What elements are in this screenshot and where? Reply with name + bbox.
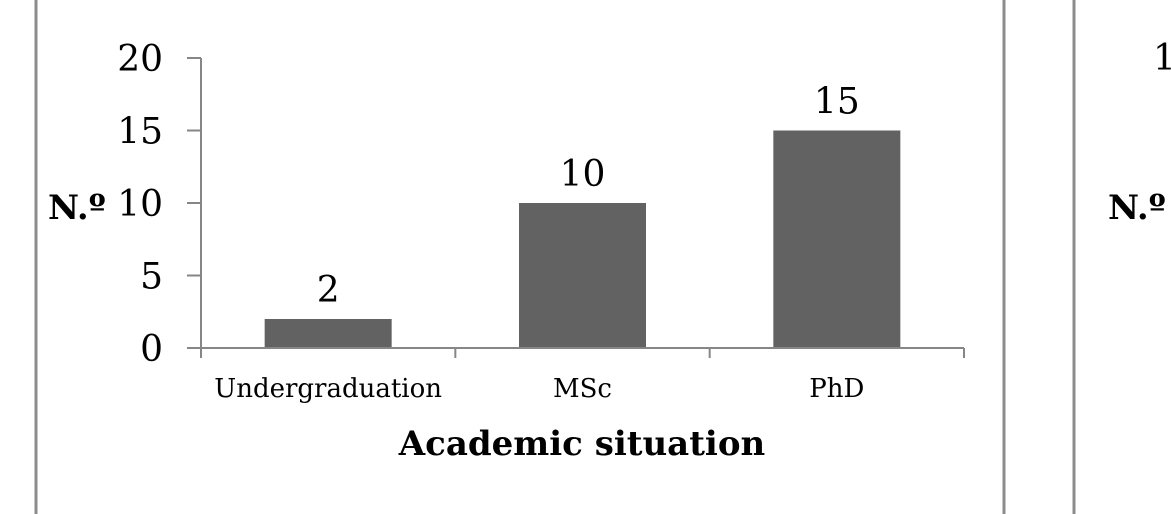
bar-phd	[773, 130, 901, 348]
data-labels: 2 10 15	[317, 82, 860, 312]
partial-chart-y-axis-title: N.º	[1108, 188, 1166, 228]
x-tick-label: MSc	[553, 374, 612, 404]
chart-axes	[187, 57, 965, 358]
partial-chart-y-tick-label: 1	[1153, 38, 1171, 79]
y-tick-label: 15	[117, 112, 163, 153]
x-axis-title: Academic situation	[398, 424, 765, 464]
y-tick-label: 0	[140, 329, 163, 370]
y-axis-title: N.º	[48, 188, 106, 228]
data-label: 15	[814, 82, 860, 123]
x-tick-label: PhD	[809, 374, 864, 404]
y-tick-label: 10	[117, 184, 163, 225]
x-tick-labels: Undergraduation MSc PhD	[214, 374, 864, 404]
bar-series	[264, 130, 901, 348]
y-tick-label: 5	[140, 257, 163, 298]
y-tick-label: 20	[117, 39, 163, 80]
x-tick-label: Undergraduation	[214, 374, 442, 404]
data-label: 2	[317, 270, 340, 311]
data-label: 10	[560, 154, 606, 195]
bar-undergraduation	[264, 319, 392, 348]
y-tick-labels: 0 5 10 15 20	[117, 39, 163, 370]
bar-msc	[519, 203, 646, 348]
